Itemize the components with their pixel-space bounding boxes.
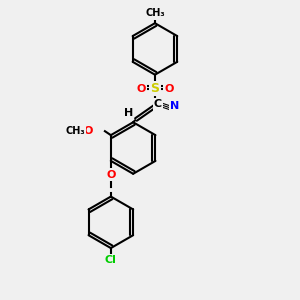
Text: N: N	[170, 101, 179, 111]
Text: O: O	[164, 84, 173, 94]
Text: S: S	[151, 82, 160, 95]
Text: O: O	[83, 126, 93, 136]
Text: CH₃: CH₃	[65, 126, 85, 136]
Text: C: C	[154, 99, 162, 110]
Text: O: O	[136, 84, 146, 94]
Text: CH₃: CH₃	[145, 8, 165, 18]
Text: H: H	[124, 108, 133, 118]
Text: Cl: Cl	[105, 255, 117, 265]
Text: O: O	[106, 170, 116, 180]
